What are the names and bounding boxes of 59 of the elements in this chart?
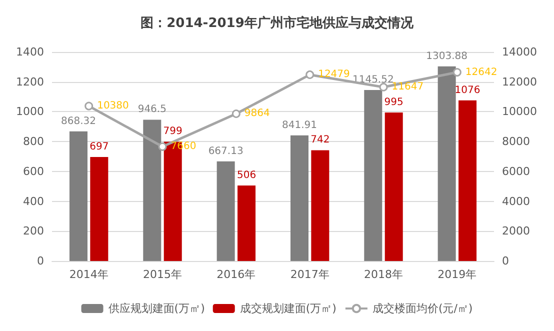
data-label: 868.32 — [60, 116, 96, 127]
bar — [90, 156, 108, 261]
point — [232, 109, 240, 118]
data-label: 9864 — [244, 108, 270, 120]
y2-tick-label: 2000 — [502, 224, 530, 238]
point — [379, 82, 388, 92]
y-tick-label: 1400 — [16, 46, 44, 58]
bar — [69, 131, 88, 261]
y-tick-label: 200 — [23, 224, 44, 238]
y-tick-label: 800 — [23, 135, 44, 148]
chart-title: 图：2014-2019年广州市宅地供应与成交情况 — [140, 15, 414, 31]
bar — [364, 90, 382, 261]
bar — [438, 66, 456, 261]
y2-tick-label: 12000 — [502, 75, 537, 88]
x-tick-label: 2016年 — [216, 268, 256, 281]
y-tick-label: 1200 — [16, 75, 44, 88]
data-label: 841.91 — [282, 120, 317, 131]
y-tick-label: 1000 — [16, 105, 44, 118]
point — [452, 68, 462, 77]
data-label: 946.5 — [138, 104, 166, 116]
bar — [458, 100, 477, 261]
legend-label: 成交楼面均价(元/㎡) — [372, 302, 473, 315]
point — [158, 142, 167, 151]
data-label: 1076 — [454, 84, 480, 96]
y2-tick-label: 0 — [502, 254, 509, 268]
x-tick-label: 2018年 — [364, 268, 403, 281]
y-tick-label: 600 — [23, 164, 44, 178]
y2-tick-label: 14000 — [502, 46, 537, 58]
data-label: 697 — [90, 141, 109, 152]
data-label: 12479 — [318, 69, 350, 80]
y-tick-label: 0 — [37, 254, 44, 268]
bar — [384, 112, 403, 261]
y2-tick-label: 8000 — [502, 135, 530, 148]
x-tick-label: 2014年 — [69, 268, 108, 281]
x-tick-label: 2019年 — [438, 268, 477, 281]
y2-tick-label: 6000 — [502, 164, 530, 178]
data-label: 1303.88 — [426, 50, 468, 62]
data-label: 506 — [236, 170, 256, 181]
x-tick-label: 2015年 — [143, 268, 182, 281]
bar — [311, 150, 330, 261]
legend-label: 供应规划建面(万㎡) — [108, 302, 205, 315]
data-label: 12642 — [465, 66, 498, 78]
data-label: 10380 — [97, 100, 129, 112]
data-label: 667.13 — [208, 146, 244, 157]
data-label: 742 — [310, 134, 330, 146]
data-label: 799 — [163, 126, 182, 138]
bar — [238, 185, 256, 261]
bar — [216, 161, 235, 261]
bar — [290, 135, 308, 261]
y-tick-label: 400 — [23, 194, 44, 208]
legend-label: 成交规划建面(万㎡) — [240, 302, 336, 315]
point — [306, 70, 314, 79]
y2-tick-label: 4000 — [502, 194, 530, 208]
data-label: 995 — [384, 96, 404, 108]
bar — [143, 120, 162, 261]
y2-tick-label: 10000 — [502, 105, 537, 118]
point — [84, 102, 94, 110]
data-label: 11647 — [392, 82, 424, 93]
x-tick-label: 2017年 — [290, 268, 330, 281]
